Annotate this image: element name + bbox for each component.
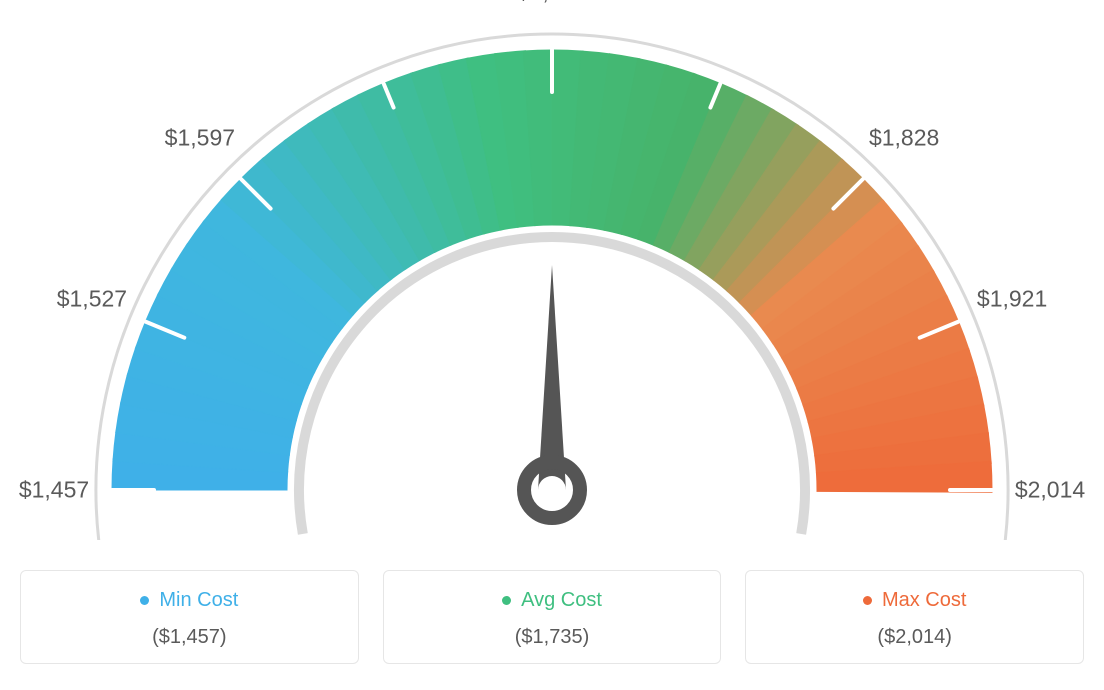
legend-min-value: ($1,457) bbox=[31, 626, 348, 649]
cost-gauge-widget: $1,457$1,527$1,597$1,735$1,828$1,921$2,0… bbox=[20, 20, 1084, 664]
gauge-chart: $1,457$1,527$1,597$1,735$1,828$1,921$2,0… bbox=[20, 20, 1084, 540]
legend-max-value: ($2,014) bbox=[756, 626, 1073, 649]
gauge-tick-label: $1,597 bbox=[165, 124, 235, 151]
legend-card-avg: Avg Cost ($1,735) bbox=[383, 570, 722, 664]
gauge-tick-label: $1,828 bbox=[869, 124, 939, 151]
gauge-tick-label: $2,014 bbox=[1015, 477, 1085, 504]
gauge-tick-label: $1,527 bbox=[57, 286, 127, 313]
gauge-tick-label: $1,457 bbox=[19, 477, 89, 504]
legend-min-label: Min Cost bbox=[140, 589, 238, 612]
gauge-tick-label: $1,735 bbox=[517, 0, 587, 6]
legend-card-max: Max Cost ($2,014) bbox=[745, 570, 1084, 664]
legend-card-min: Min Cost ($1,457) bbox=[20, 570, 359, 664]
legend-row: Min Cost ($1,457) Avg Cost ($1,735) Max … bbox=[20, 570, 1084, 664]
gauge-tick-label: $1,921 bbox=[977, 286, 1047, 313]
legend-max-label: Max Cost bbox=[863, 589, 966, 612]
legend-avg-label: Avg Cost bbox=[502, 589, 602, 612]
legend-avg-value: ($1,735) bbox=[394, 626, 711, 649]
